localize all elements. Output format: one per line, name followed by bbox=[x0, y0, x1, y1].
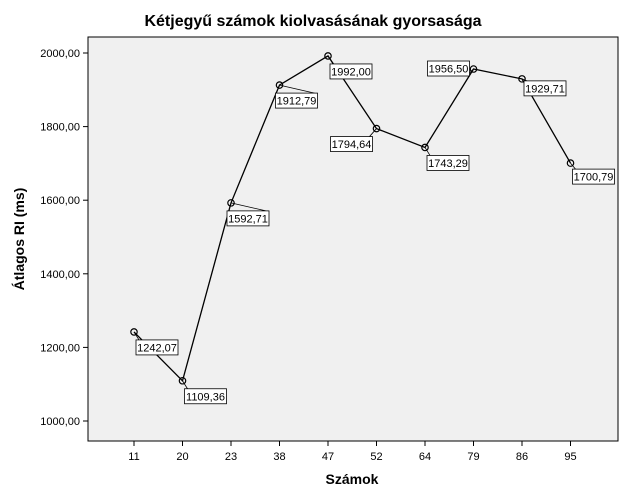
label-leader bbox=[279, 84, 315, 94]
y-axis: 1000,00 1200,00 1400,00 1600,00 1800,00 2000,… bbox=[40, 48, 88, 428]
data-label-text: 1912,79 bbox=[277, 96, 317, 108]
data-label-text: 1794,64 bbox=[332, 139, 372, 151]
data-label: 1992,00 bbox=[327, 55, 373, 80]
data-label-text: 1592,71 bbox=[228, 213, 268, 225]
y-tick-label: 1000,00 bbox=[40, 416, 80, 428]
label-box bbox=[275, 92, 318, 109]
y-tick-label: 2000,00 bbox=[40, 48, 80, 60]
x-tick-label: 20 bbox=[176, 451, 188, 463]
y-tick-label: 1800,00 bbox=[40, 122, 80, 134]
data-label: 1109,36 bbox=[182, 380, 227, 405]
series-line bbox=[133, 55, 572, 383]
data-markers bbox=[130, 52, 575, 385]
label-leader bbox=[424, 147, 431, 156]
x-tick-label: 95 bbox=[564, 451, 576, 463]
x-tick-label: 86 bbox=[516, 451, 528, 463]
data-point bbox=[518, 75, 526, 83]
x-tick-label: 52 bbox=[370, 451, 382, 463]
x-tick-label: 47 bbox=[322, 451, 334, 463]
data-label-text: 1700,79 bbox=[574, 172, 614, 184]
label-box bbox=[572, 168, 615, 185]
label-box bbox=[523, 80, 567, 97]
label-leader bbox=[369, 128, 377, 137]
label-leader bbox=[133, 331, 140, 341]
data-labels: 1242,07 1109,36 1592,71 1912,79 1992,00 1794,… bbox=[133, 55, 615, 405]
label-leader bbox=[230, 202, 267, 212]
label-leader bbox=[182, 380, 188, 389]
data-point bbox=[566, 159, 575, 167]
label-box bbox=[329, 63, 373, 80]
data-label-text: 1109,36 bbox=[186, 391, 225, 403]
x-tick-label: 64 bbox=[419, 451, 431, 463]
data-point bbox=[372, 124, 381, 133]
data-label: 1592,71 bbox=[226, 202, 270, 227]
data-label: 1700,79 bbox=[570, 162, 615, 185]
x-axis: 11 20 23 38 47 52 64 79 86 95 bbox=[128, 441, 577, 463]
label-box bbox=[330, 136, 373, 152]
data-point bbox=[227, 199, 235, 207]
y-tick-label: 1200,00 bbox=[40, 342, 80, 354]
data-point bbox=[469, 65, 478, 73]
data-label-text: 1956,50 bbox=[429, 64, 469, 76]
data-label-text: 1929,71 bbox=[525, 83, 565, 95]
data-label-text: 1743,29 bbox=[428, 158, 468, 170]
label-box bbox=[226, 210, 270, 227]
x-axis-title: Számok bbox=[326, 471, 379, 487]
data-label: 1956,50 bbox=[427, 60, 474, 77]
chart-title: Kétjegyű számok kiolvasásának gyorsasága bbox=[144, 13, 481, 30]
data-label: 1794,64 bbox=[330, 128, 377, 152]
label-box bbox=[426, 155, 470, 171]
x-tick-label: 11 bbox=[128, 451, 139, 463]
y-tick-label: 1600,00 bbox=[40, 195, 80, 207]
data-point bbox=[130, 328, 138, 336]
data-point bbox=[421, 143, 429, 152]
data-point bbox=[275, 81, 284, 89]
plot-area bbox=[87, 36, 619, 442]
label-leader bbox=[570, 162, 576, 170]
label-box bbox=[184, 388, 227, 405]
data-label: 1929,71 bbox=[521, 78, 567, 97]
data-label: 1743,29 bbox=[424, 147, 470, 171]
data-label: 1912,79 bbox=[275, 84, 318, 109]
data-label-text: 1242,07 bbox=[137, 342, 177, 354]
label-box bbox=[135, 339, 179, 356]
data-point bbox=[324, 52, 332, 60]
y-axis-title: Átlagos RI (ms) bbox=[11, 188, 27, 291]
data-label-text: 1992,00 bbox=[331, 66, 371, 78]
x-tick-label: 23 bbox=[225, 451, 237, 463]
label-leader bbox=[327, 55, 334, 65]
label-box bbox=[427, 60, 470, 77]
x-tick-label: 38 bbox=[273, 451, 285, 463]
data-label: 1242,07 bbox=[133, 331, 179, 356]
x-tick-label: 79 bbox=[467, 451, 479, 463]
data-point bbox=[178, 376, 187, 385]
y-tick-label: 1400,00 bbox=[40, 269, 80, 281]
